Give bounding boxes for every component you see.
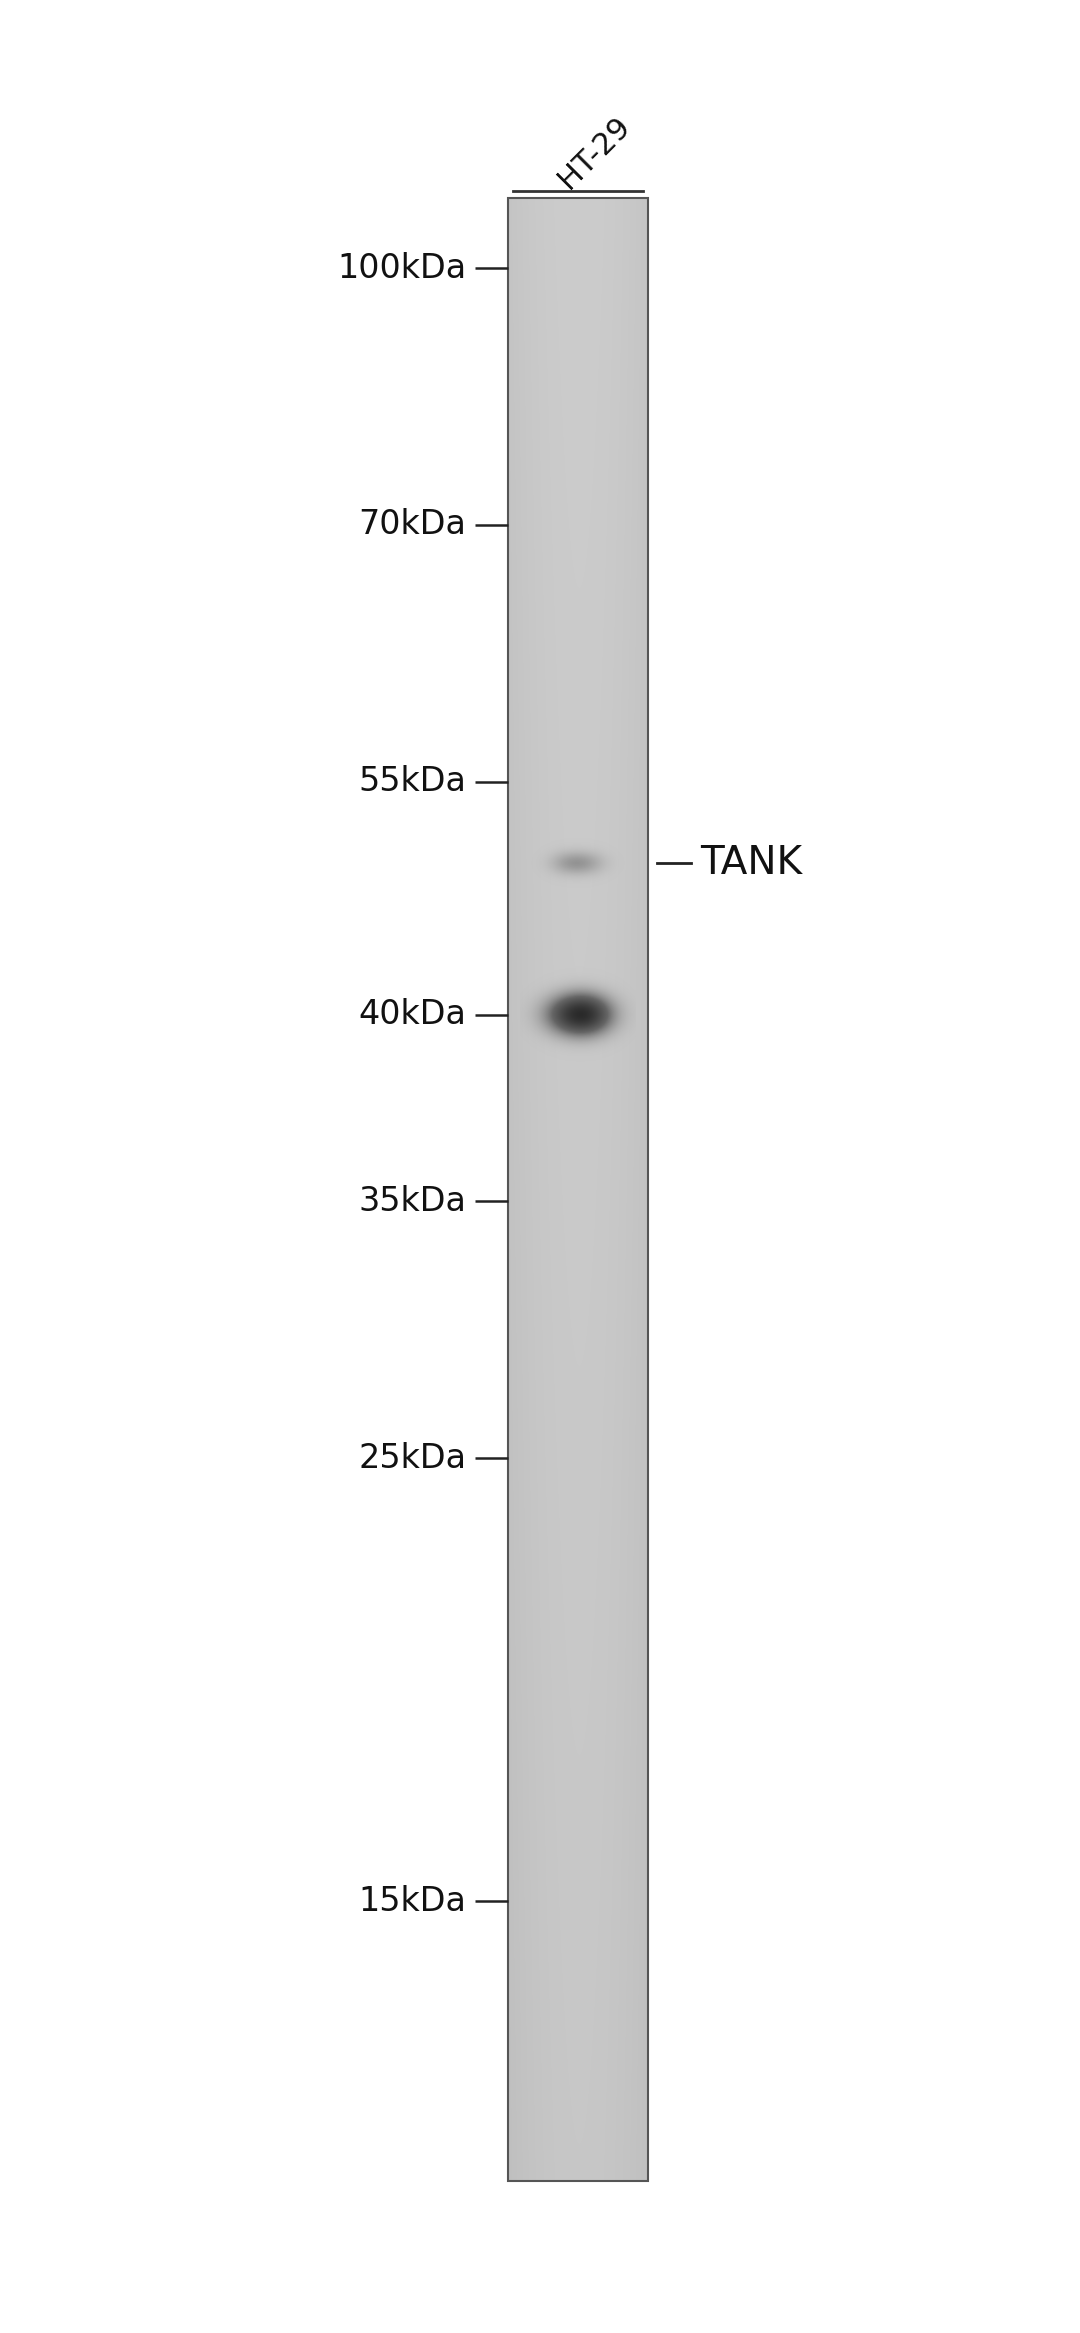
Text: HT-29: HT-29 [553, 112, 636, 194]
Text: 35kDa: 35kDa [359, 1185, 467, 1218]
Text: 25kDa: 25kDa [359, 1442, 467, 1474]
Bar [508, 198, 648, 2181]
Text: 40kDa: 40kDa [359, 999, 467, 1031]
Text: 55kDa: 55kDa [359, 765, 467, 798]
Text: TANK: TANK [700, 845, 802, 882]
Text: 100kDa: 100kDa [337, 252, 467, 285]
Text: 70kDa: 70kDa [359, 509, 467, 541]
Text: 15kDa: 15kDa [359, 1885, 467, 1918]
